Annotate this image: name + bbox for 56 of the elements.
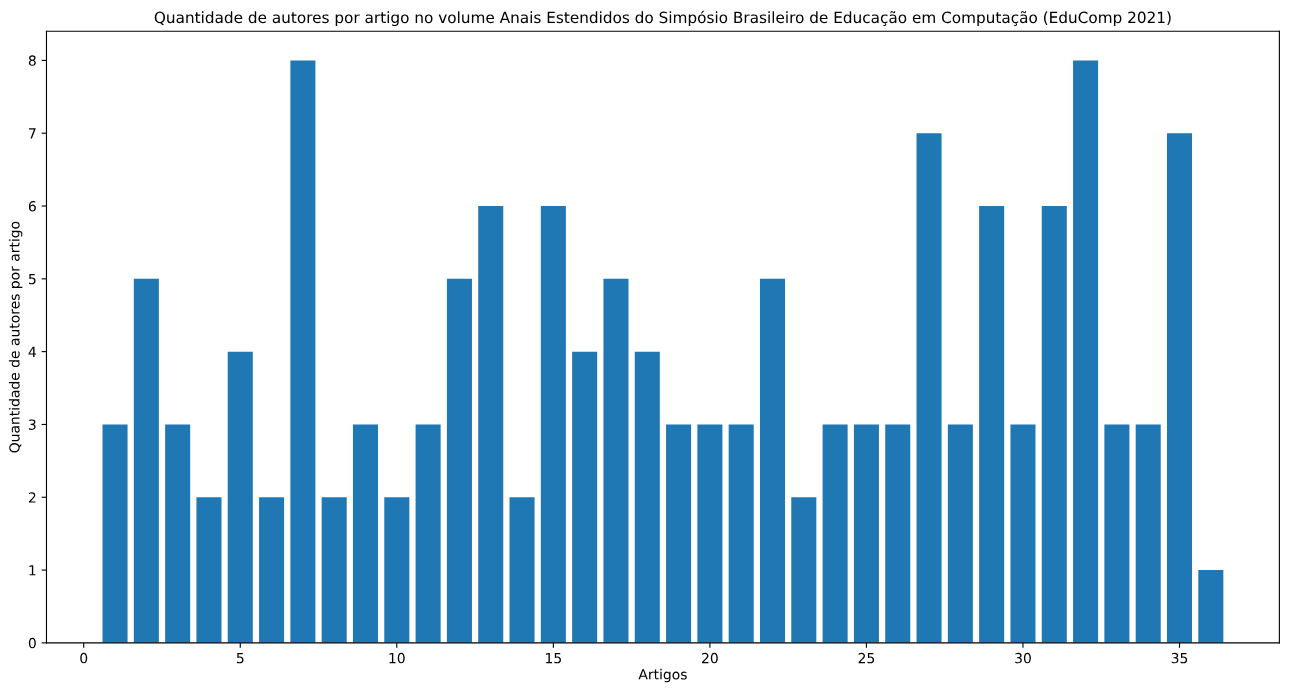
bar: [352, 424, 379, 643]
bar: [102, 424, 128, 643]
bar: [196, 497, 222, 643]
bar: [165, 424, 191, 643]
bar: [822, 424, 848, 643]
bar: [697, 424, 723, 643]
bar: [759, 278, 786, 643]
bar: [259, 497, 285, 643]
bar: [916, 133, 942, 643]
bar: [415, 424, 441, 643]
y-tick-label: 0: [28, 637, 36, 649]
bar: [509, 497, 535, 643]
bar: [603, 278, 629, 643]
y-tick-label: 4: [28, 346, 36, 357]
x-tick-label: 15: [546, 653, 561, 664]
bar: [1135, 424, 1161, 643]
x-tick-label: 10: [389, 652, 405, 664]
y-axis-title: Quantidade de autores por artigo: [8, 221, 23, 453]
bar: [634, 351, 660, 643]
bar: [1010, 424, 1036, 643]
bar: [1041, 206, 1067, 643]
bar: [321, 497, 347, 643]
y-tick-label: 1: [29, 565, 36, 576]
y-tick-label: 5: [28, 273, 36, 285]
x-tick-label: 25: [858, 652, 875, 664]
bar: [540, 206, 566, 643]
bar: [478, 206, 504, 643]
bar: [227, 351, 253, 643]
bar: [885, 424, 911, 643]
bar: [853, 424, 879, 643]
bar: [979, 206, 1005, 643]
x-tick-label: 0: [80, 652, 88, 664]
bar: [446, 278, 472, 643]
y-tick-label: 3: [28, 419, 36, 430]
bar: [290, 60, 316, 643]
x-tick-label: 20: [702, 652, 718, 664]
x-axis-title: Artigos: [638, 668, 687, 683]
bar: [384, 497, 410, 643]
bar: [728, 424, 754, 643]
bar: [1166, 133, 1193, 643]
y-tick-label: 8: [28, 55, 36, 66]
chart-title: Quantidade de autores por artigo no volume Anais Estendidos do Simpósio Brasileiro de Educação em Computação (EduComp 2021): [154, 10, 1171, 27]
bar: [947, 424, 973, 643]
bar: [1198, 570, 1224, 643]
bar: [1073, 60, 1099, 643]
x-tick-label: 5: [236, 653, 244, 664]
bar: [1104, 424, 1130, 643]
bar: [791, 497, 817, 643]
bar: [572, 351, 598, 643]
x-tick-label: 30: [1015, 652, 1031, 664]
y-tick-label: 6: [28, 200, 36, 212]
x-tick-label: 35: [1171, 652, 1188, 664]
bar: [666, 424, 692, 643]
bar: [133, 278, 159, 643]
y-tick-label: 2: [28, 492, 36, 503]
y-tick-label: 7: [29, 128, 36, 139]
